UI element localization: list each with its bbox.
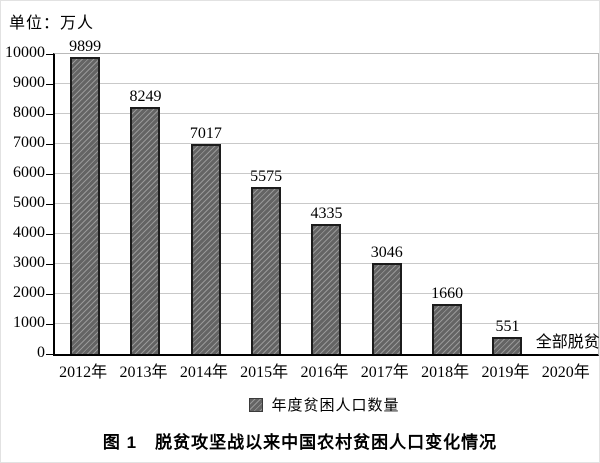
gridline [55, 173, 598, 174]
x-tick-label: 2013年 [119, 364, 168, 381]
bar-value-label: 9899 [69, 38, 102, 56]
bar-value-label: 8249 [129, 87, 162, 105]
unit-label: 单位：万人 [9, 15, 95, 32]
y-tick-label: 2000 [13, 284, 45, 301]
legend: 年度贫困人口数量 [53, 394, 596, 415]
x-tick-label: 2019年 [481, 364, 530, 381]
y-axis: 0 1000 2000 3000 4000 5000 6000 7000 8000 9000 100… [1, 44, 45, 361]
x-tick-label: 2015年 [240, 364, 289, 381]
y-tick [46, 294, 53, 295]
bar [70, 57, 101, 354]
x-tick-label: 2012年 [59, 364, 108, 381]
y-tick-label: 9000 [13, 74, 45, 91]
bar-value-label: 7017 [189, 124, 222, 142]
y-tick-label: 0 [37, 344, 45, 361]
gridline [55, 203, 598, 204]
x-axis-labels: 2012年 2013年 2014年 2015年 2016年 2017年 2018年 2019年… [53, 358, 596, 382]
gridline [55, 113, 598, 114]
x-tick-label: 2017年 [360, 364, 409, 381]
y-tick [46, 174, 53, 175]
bar-slot: 9899 [55, 38, 115, 354]
bar [130, 106, 161, 354]
bar-slot: 7017 [176, 54, 236, 354]
y-tick [46, 324, 53, 325]
bar-value-label: 1660 [431, 285, 464, 303]
y-tick [46, 234, 53, 235]
bar-slot: 551 [477, 54, 537, 354]
figure-caption: 图 1 脱贫攻坚战以来中国农村贫困人口变化情况 [102, 433, 498, 452]
y-tick [46, 204, 53, 205]
y-tick-label: 5000 [13, 194, 45, 211]
y-tick-label: 1000 [13, 314, 45, 331]
y-tick [46, 264, 53, 265]
bar-value-label: 3046 [370, 243, 403, 261]
bar [432, 304, 463, 354]
bar-slot: 5575 [236, 54, 296, 354]
bar-value-label: 551 [495, 318, 520, 336]
x-tick-label: 2014年 [179, 364, 228, 381]
bar-slot: 1660 [417, 54, 477, 354]
y-tick-label: 10000 [5, 44, 45, 61]
bar [371, 262, 402, 354]
bar-slot: 3046 [357, 54, 417, 354]
y-tick-label: 4000 [13, 224, 45, 241]
bar-value-label: 5575 [250, 167, 283, 185]
bar [492, 337, 523, 354]
bar [251, 186, 282, 354]
y-tick [46, 54, 53, 55]
bar-slot: 8249 [115, 54, 175, 354]
x-tick-label: 2020年 [541, 364, 590, 381]
bar [190, 143, 221, 354]
bar-slot: 全部脱贫 [535, 54, 600, 354]
y-tick-label: 8000 [13, 104, 45, 121]
bars-layer: 9899 8249 7017 5575 4335 3046 1660 551 全部脱贫 [55, 38, 600, 354]
bar [311, 223, 342, 354]
x-tick-label: 2018年 [421, 364, 470, 381]
plot-area: 9899 8249 7017 5575 4335 3046 1660 551 全部脱贫 [46, 38, 600, 356]
gridline [55, 83, 598, 84]
legend-hatched-square-icon [249, 397, 264, 412]
bar-value-label: 4335 [310, 204, 343, 222]
bar-slot: 4335 [296, 54, 356, 354]
y-tick [46, 84, 53, 85]
y-tick-label: 3000 [13, 254, 45, 271]
y-tick-label: 7000 [13, 134, 45, 151]
y-tick [46, 144, 53, 145]
legend-label: 年度贫困人口数量 [271, 398, 400, 414]
y-tick-label: 6000 [13, 164, 45, 181]
gridline [55, 143, 598, 144]
y-tick [46, 354, 53, 355]
annotation-label: 全部脱贫 [535, 334, 600, 351]
x-tick-label: 2016年 [300, 364, 349, 381]
y-tick [46, 114, 53, 115]
